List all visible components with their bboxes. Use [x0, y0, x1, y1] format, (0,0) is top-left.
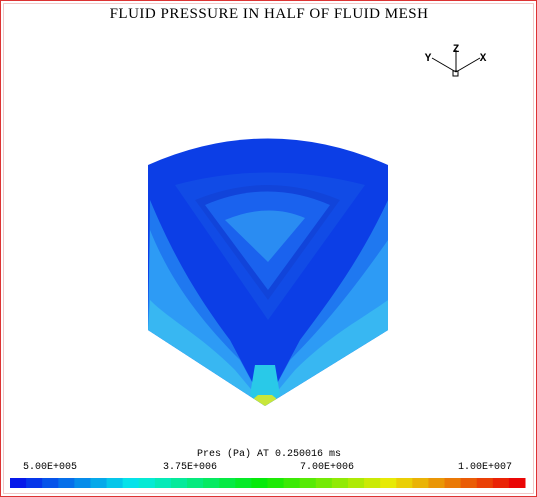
colorbar-step	[74, 478, 91, 488]
colorbar-step	[219, 478, 236, 488]
legend-label: Pres (Pa) AT 0.250016 ms	[197, 448, 341, 460]
colorbar-step	[10, 478, 27, 488]
colorbar-step	[364, 478, 381, 488]
legend-tick: 7.00E+006	[300, 462, 354, 473]
colorbar-step	[299, 478, 317, 488]
colorbar	[10, 478, 526, 488]
legend-tick: 5.00E+005	[23, 462, 77, 473]
colorbar-step	[444, 478, 462, 488]
colorbar-step	[508, 478, 526, 488]
colorbar-step	[460, 478, 478, 488]
triad-z: Z	[453, 44, 460, 56]
colorbar-step	[138, 478, 156, 488]
colorbar-step	[106, 478, 124, 488]
contour-band	[225, 210, 305, 262]
colorbar-step	[267, 478, 285, 488]
colorbar-step	[90, 478, 108, 488]
colorbar-step	[26, 478, 43, 488]
colorbar-step	[203, 478, 220, 488]
colorbar-step	[380, 478, 397, 488]
legend-tick: 1.00E+007	[458, 462, 512, 473]
colorbar-step	[42, 478, 59, 488]
colorbar-step	[251, 478, 268, 488]
frame-inner	[3, 3, 534, 494]
colorbar-step	[428, 478, 446, 488]
colorbar-step	[154, 478, 172, 488]
colorbar-step	[347, 478, 365, 488]
colorbar-step	[315, 478, 333, 488]
colorbar-step	[331, 478, 349, 488]
triad-axis	[431, 57, 457, 73]
colorbar-step	[492, 478, 510, 488]
colorbar-step	[170, 478, 188, 488]
axis-triad: Y Z X	[425, 44, 487, 77]
colorbar-step	[58, 478, 75, 488]
triad-y: Y	[425, 53, 432, 65]
colorbar-step	[187, 478, 204, 488]
triad-x: X	[480, 53, 487, 65]
contour-band	[252, 395, 278, 406]
colorbar-step	[476, 478, 494, 488]
legend-tick: 3.75E+006	[163, 462, 217, 473]
contour-band	[148, 300, 388, 406]
colorbar-step	[396, 478, 413, 488]
title: FLUID PRESSURE IN HALF OF FLUID MESH	[110, 6, 429, 22]
colorbar-step	[412, 478, 429, 488]
triad-origin	[452, 70, 459, 77]
colorbar-step	[283, 478, 301, 488]
colorbar-step	[235, 478, 252, 488]
triad-axis	[455, 57, 481, 73]
colorbar-step	[122, 478, 140, 488]
